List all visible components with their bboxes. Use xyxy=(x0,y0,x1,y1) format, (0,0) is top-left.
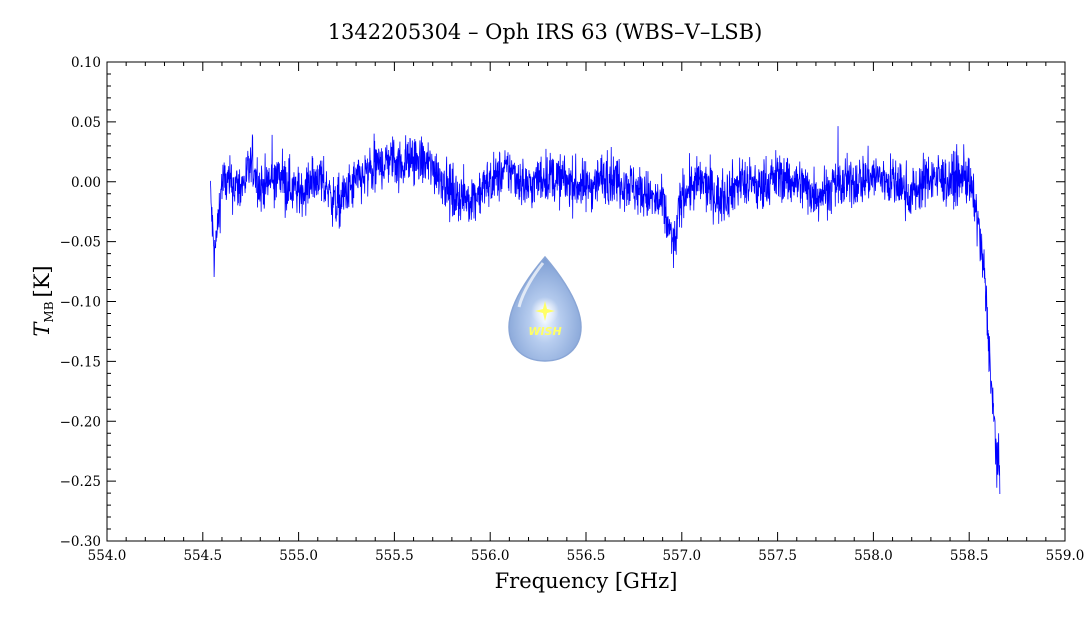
x-tick-label: 554.5 xyxy=(183,548,222,564)
y-tick-label: 0.00 xyxy=(71,175,101,191)
x-tick-label: 557.0 xyxy=(662,548,701,564)
x-tick-label: 557.5 xyxy=(758,548,797,564)
x-tick-label: 555.0 xyxy=(279,548,318,564)
chart-title: 1342205304 – Oph IRS 63 (WBS–V–LSB) xyxy=(328,20,763,44)
y-tick-label: 0.05 xyxy=(71,115,101,131)
y-tick-label: −0.20 xyxy=(60,414,101,430)
x-tick-label: 554.0 xyxy=(88,548,127,564)
x-tick-label: 558.5 xyxy=(950,548,989,564)
svg-text:TMB[K]: TMB [K] xyxy=(30,265,56,336)
y-tick-label: 0.10 xyxy=(71,55,101,71)
y-axis-label: TMB [K] xyxy=(30,265,56,336)
wish-logo: WISH xyxy=(508,255,582,362)
y-tick-label: −0.30 xyxy=(60,534,101,550)
y-axis-label-unit: [K] xyxy=(30,265,54,297)
axis-ticks xyxy=(106,61,1066,542)
tick-marks xyxy=(106,61,1066,542)
y-axis-label-subscript: MB xyxy=(42,301,56,322)
y-tick-label: −0.05 xyxy=(60,235,101,251)
x-axis-label: Frequency [GHz] xyxy=(495,569,678,593)
x-tick-labels: 554.0 554.5 555.0 555.5 556.0 556.5 557.0 557.5… xyxy=(88,548,1085,564)
y-tick-labels: 0.10 0.05 0.00 −0.05 −0.10 −0.15 −0.20 −0.25 −0.… xyxy=(60,55,101,550)
plot-frame xyxy=(106,61,1066,542)
y-axis-label-symbol: T xyxy=(30,321,54,337)
x-tick-label: 556.5 xyxy=(567,548,606,564)
y-tick-label: −0.25 xyxy=(60,474,101,490)
x-tick-label: 555.5 xyxy=(375,548,414,564)
spectrum-series-line xyxy=(210,126,1001,495)
x-tick-label: 559.0 xyxy=(1046,548,1085,564)
x-tick-label: 558.0 xyxy=(854,548,893,564)
wish-logo-text: WISH xyxy=(528,325,561,338)
x-tick-label: 556.0 xyxy=(471,548,510,564)
y-tick-label: −0.10 xyxy=(60,295,101,311)
y-tick-label: −0.15 xyxy=(60,354,101,370)
